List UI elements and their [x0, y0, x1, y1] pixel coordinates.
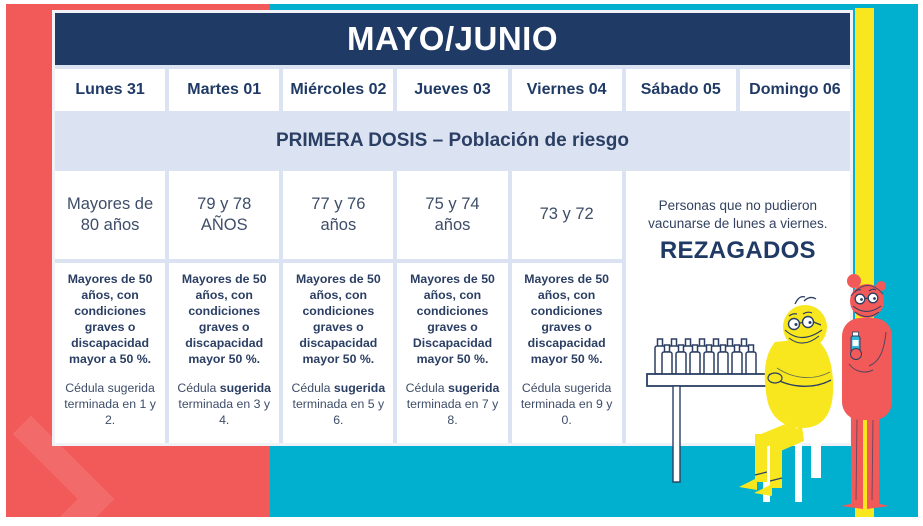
cedula-text: Cédula sugerida terminada en 9 y 0.	[516, 381, 618, 429]
yellow-stripe	[855, 8, 874, 517]
detail-cell: Mayores de 50 años, con condiciones grav…	[397, 263, 508, 443]
age-group-cell: 75 y 74 años	[397, 171, 508, 259]
primera-dosis-band: PRIMERA DOSIS – Población de riesgo	[55, 115, 850, 167]
detail-cell: Mayores de 50 años, con condiciones grav…	[169, 263, 280, 443]
detail-text: Mayores de 50 años, con condiciones grav…	[181, 272, 267, 366]
rezagados-label: REZAGADOS	[659, 236, 816, 264]
detail-text: Mayores de 50 años, con condiciones grav…	[295, 272, 381, 366]
cedula-text: Cédula sugerida terminada en 5 y 6.	[287, 381, 389, 429]
cedula-text: Cédula sugerida terminada en 1 y 2.	[59, 381, 161, 429]
age-group-cell: 79 y 78 AÑOS	[169, 171, 280, 259]
day-header-jueves: Jueves 03	[397, 69, 508, 111]
cedula-before: Cédula sugerida terminada en 1 y 2.	[64, 380, 156, 427]
cedula-strong: sugerida	[448, 380, 500, 395]
day-header-domingo: Domingo 06	[739, 69, 850, 111]
cedula-before: Cédula	[177, 380, 220, 395]
weekend-rezagados-cell: Personas que no pudieron vacunarse de lu…	[625, 171, 850, 443]
detail-cell: Mayores de 50 años, con condiciones grav…	[283, 263, 394, 443]
cedula-after: terminada en 3 y 4.	[178, 396, 271, 427]
day-header-sabado: Sábado 05	[625, 69, 736, 111]
day-header-miercoles: Miércoles 02	[283, 69, 394, 111]
cedula-text: Cédula sugerida terminada en 7 y 8.	[401, 381, 503, 429]
detail-text: Mayores de 50 años, con condiciones grav…	[524, 272, 610, 366]
detail-text: Mayores de 50 años, con condiciones grav…	[410, 272, 495, 366]
cedula-after: terminada en 7 y 8.	[406, 396, 499, 427]
cedula-before: Cédula sugerida terminada en 9 y 0.	[520, 380, 613, 427]
detail-text: Mayores de 50 años, con condiciones grav…	[67, 272, 153, 366]
day-header-lunes: Lunes 31	[55, 69, 166, 111]
cedula-text: Cédula sugerida terminada en 3 y 4.	[173, 381, 275, 429]
day-header-viernes: Viernes 04	[511, 69, 622, 111]
weekend-note: Personas que no pudieron vacunarse de lu…	[648, 198, 828, 231]
age-group-cell: Mayores de 80 años	[55, 171, 166, 259]
age-group-cell: 73 y 72	[511, 171, 622, 259]
cedula-before: Cédula	[405, 380, 449, 395]
cedula-strong: sugerida	[219, 380, 272, 395]
month-title: MAYO/JUNIO	[55, 13, 850, 65]
day-header-martes: Martes 01	[169, 69, 280, 111]
schedule-table: MAYO/JUNIO Lunes 31 Martes 01 Miércoles …	[52, 10, 853, 446]
age-group-cell: 77 y 76 años	[283, 171, 394, 259]
detail-cell: Mayores de 50 años, con condiciones grav…	[55, 263, 166, 443]
cedula-strong: sugerida	[333, 380, 386, 395]
cedula-before: Cédula	[291, 380, 334, 395]
detail-cell: Mayores de 50 años, con condiciones grav…	[511, 263, 622, 443]
cedula-after: terminada en 5 y 6.	[292, 396, 385, 427]
